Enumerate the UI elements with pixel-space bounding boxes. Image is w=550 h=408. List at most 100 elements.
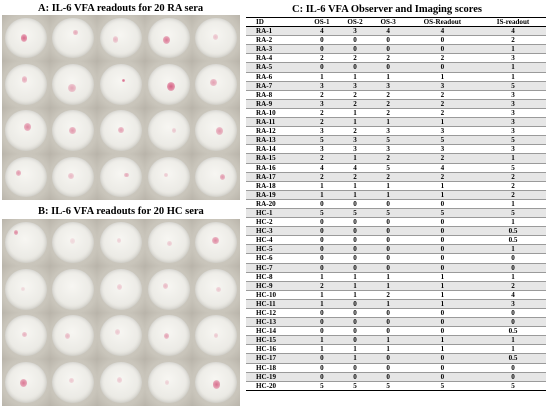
test-spot <box>19 379 27 387</box>
sample-id-cell: RA-12 <box>246 126 306 137</box>
score-cell: 2 <box>371 90 405 100</box>
score-cell: 0 <box>338 62 372 73</box>
table-row: HC-14 0 0 0 0 0.5 <box>246 326 546 337</box>
score-cell: 1 <box>338 117 372 128</box>
table-row: RA-18 1 1 1 1 2 <box>246 181 546 191</box>
score-cell: 3 <box>305 126 339 137</box>
vfa-readout-photo <box>144 107 193 154</box>
sample-id-cell: RA-2 <box>246 35 306 46</box>
score-cell: 0 <box>338 326 372 337</box>
table-row: RA-4 2 2 2 2 3 <box>246 53 546 64</box>
vfa-readout-photo <box>49 153 98 200</box>
table-row: HC-8 1 1 1 1 1 <box>246 272 546 282</box>
sample-id-cell: HC-8 <box>246 272 306 282</box>
column-header: OS-2 <box>338 16 372 28</box>
vfa-readout-photo <box>2 15 50 62</box>
membrane-disc <box>147 315 190 357</box>
table-body: RA-1 4 3 4 4 4 RA-2 0 0 0 0 2 RA-3 0 0 0 0 1 RA-4 2 2 2 2 3 RA-5… <box>246 26 546 391</box>
vfa-readout-photo <box>144 153 193 200</box>
test-spot <box>118 126 125 134</box>
table-row: HC-17 0 1 0 0 0.5 <box>246 353 546 364</box>
test-spot <box>219 173 226 181</box>
vfa-readout-photo <box>144 359 193 406</box>
score-cell: 2 <box>338 126 372 137</box>
table-row: HC-13 0 0 0 0 0 <box>246 317 546 328</box>
score-cell: 3 <box>480 126 546 137</box>
column-header: IS-readout <box>480 16 546 28</box>
score-cell: 1 <box>305 299 339 310</box>
table-row: HC-1 5 5 5 5 5 <box>246 208 546 219</box>
score-cell: 0 <box>404 62 480 73</box>
score-cell: 0 <box>371 226 405 237</box>
vfa-readout-photo <box>49 61 98 108</box>
membrane-disc <box>52 268 95 310</box>
sample-id-cell: RA-7 <box>246 81 306 91</box>
score-cell: 5 <box>480 208 546 219</box>
score-cell: 0 <box>305 199 339 209</box>
score-cell: 5 <box>338 381 372 391</box>
score-cell: 0 <box>338 235 372 246</box>
table-row: HC-5 0 0 0 0 1 <box>246 244 546 255</box>
test-spot <box>69 126 76 135</box>
vfa-readout-photo <box>2 61 50 108</box>
sample-id-cell: HC-13 <box>246 317 306 328</box>
score-cell: 0 <box>305 62 339 73</box>
membrane-disc <box>195 362 238 404</box>
score-cell: 3 <box>338 144 372 155</box>
score-cell: 4 <box>371 26 405 37</box>
score-cell: 0 <box>305 244 339 255</box>
vfa-readout-photo <box>49 265 98 313</box>
vfa-readout-photo <box>192 265 240 313</box>
score-cell: 0 <box>404 326 480 337</box>
score-cell: 1 <box>305 72 339 82</box>
score-cell: 5 <box>371 381 405 391</box>
score-cell: 0 <box>480 372 546 382</box>
score-cell: 5 <box>480 163 546 173</box>
score-cell: 1 <box>338 153 372 164</box>
sample-id-cell: RA-13 <box>246 135 306 146</box>
score-cell: 3 <box>371 81 405 91</box>
score-cell: 0 <box>305 372 339 382</box>
test-spot <box>162 35 171 45</box>
sample-id-cell: HC-17 <box>246 353 306 364</box>
membrane-disc <box>100 221 142 263</box>
sample-id-cell: HC-18 <box>246 363 306 373</box>
score-cell: 3 <box>480 90 546 100</box>
membrane-disc <box>100 110 142 151</box>
score-cell: 1 <box>480 244 546 255</box>
score-cell: 1 <box>480 335 546 346</box>
table-row: RA-8 2 2 2 2 3 <box>246 90 546 100</box>
score-cell: 1 <box>338 344 372 355</box>
score-cell: 0 <box>371 217 405 228</box>
score-cell: 1 <box>371 281 405 291</box>
score-cell: 0 <box>480 263 546 273</box>
score-cell: 0 <box>305 35 339 46</box>
table-row: HC-12 0 0 0 0 0 <box>246 308 546 319</box>
score-cell: 0 <box>305 353 339 364</box>
vfa-readout-photo <box>97 359 145 406</box>
vfa-readout-photo <box>192 359 240 406</box>
table-row: HC-7 0 0 0 0 0 <box>246 263 546 273</box>
sample-id-cell: RA-1 <box>246 26 306 37</box>
test-spot <box>164 172 168 177</box>
score-cell: 3 <box>404 81 480 91</box>
table-row: HC-3 0 0 0 0 0.5 <box>246 226 546 237</box>
score-cell: 2 <box>404 153 480 164</box>
vfa-readout-photo <box>2 312 50 360</box>
sample-id-cell: RA-18 <box>246 181 306 191</box>
table-row: RA-17 2 2 2 2 2 <box>246 172 546 182</box>
vfa-readout-photo <box>144 265 193 313</box>
vfa-readout-photo <box>192 107 240 154</box>
membrane-disc <box>100 64 142 105</box>
table-row: RA-10 2 1 2 2 3 <box>246 108 546 119</box>
score-cell: 2 <box>338 99 372 109</box>
table-row: RA-2 0 0 0 0 2 <box>246 35 546 46</box>
score-cell: 0 <box>371 326 405 337</box>
table-row: RA-19 1 1 1 1 2 <box>246 190 546 200</box>
score-cell: 5 <box>404 135 480 146</box>
score-cell: 2 <box>404 108 480 119</box>
score-cell: 3 <box>404 126 480 137</box>
table-row: HC-6 0 0 0 0 0 <box>246 253 546 264</box>
score-cell: 3 <box>305 81 339 91</box>
membrane-disc <box>195 17 238 59</box>
